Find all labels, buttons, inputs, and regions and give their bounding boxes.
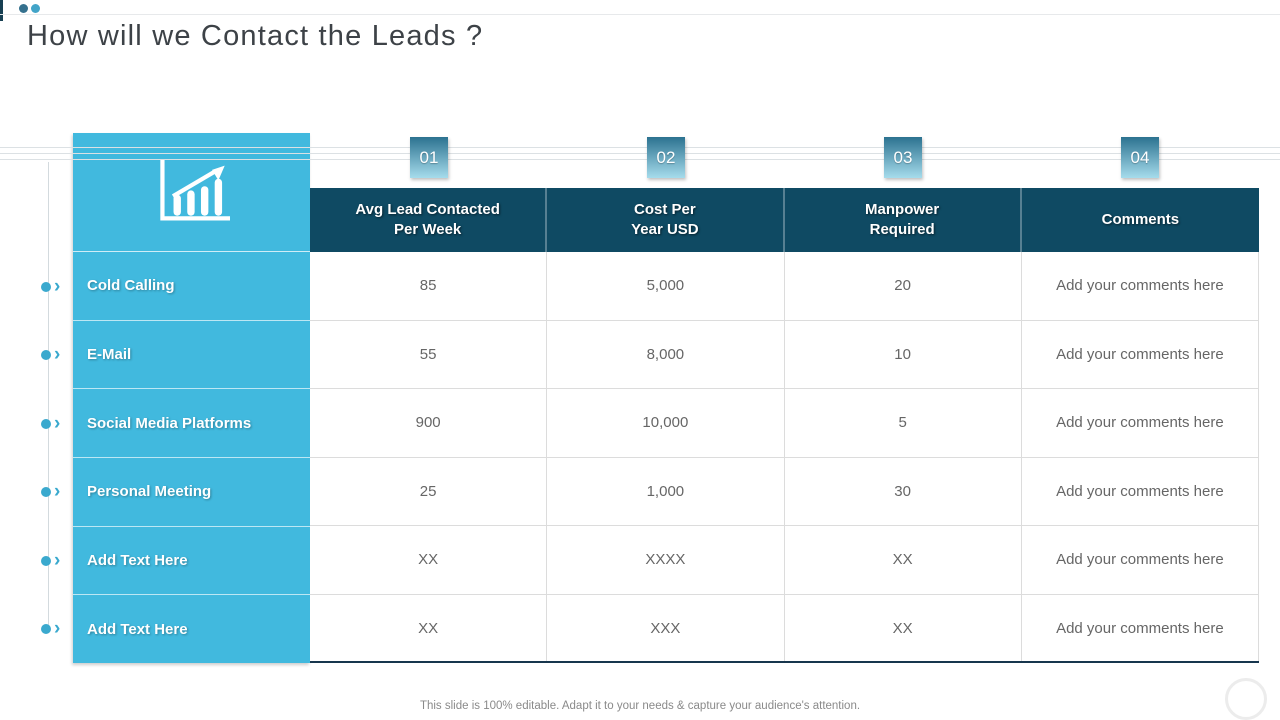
table-cell[interactable]: 5 [784, 389, 1022, 458]
bullet-dot-icon [41, 419, 51, 429]
table-cell[interactable]: XXX [547, 594, 785, 663]
table-cell[interactable]: 20 [784, 252, 1022, 321]
column-header-comments[interactable]: Comments [1021, 188, 1259, 252]
chevron-right-icon: › [54, 344, 61, 365]
table-cell-comments[interactable]: Add your comments here [1021, 320, 1259, 389]
column-number-badge-1[interactable]: 01 [410, 137, 448, 178]
row-bullet: › [41, 414, 71, 434]
row-label-social-media[interactable]: Social Media Platforms [73, 389, 310, 459]
row-label-add-text-1[interactable]: Add Text Here [73, 527, 310, 596]
table-cell[interactable]: 85 [310, 252, 548, 321]
table-cell-comments[interactable]: Add your comments here [1021, 252, 1259, 321]
corner-accent-bar [0, 0, 3, 21]
column-number-badge-2[interactable]: 02 [647, 137, 685, 178]
horizontal-rule [0, 153, 1280, 154]
table-cell[interactable]: 1,000 [547, 457, 785, 526]
table-cell[interactable]: 30 [784, 457, 1022, 526]
row-label-personal-meeting[interactable]: Personal Meeting [73, 458, 310, 527]
column-header-avg-lead[interactable]: Avg Lead Contacted Per Week [310, 188, 548, 252]
table-cell[interactable]: XX [784, 526, 1022, 595]
chevron-right-icon: › [54, 550, 61, 571]
row-bullet: › [41, 619, 71, 639]
table-cell-comments[interactable]: Add your comments here [1021, 594, 1259, 663]
deco-dot-dark [19, 4, 28, 13]
table-cell[interactable]: 5,000 [547, 252, 785, 321]
chevron-right-icon: › [54, 481, 61, 502]
chevron-right-icon: › [54, 413, 61, 434]
column-number-badge-4[interactable]: 04 [1121, 137, 1159, 178]
table-cell[interactable]: 10,000 [547, 389, 785, 458]
table-bottom-border [310, 661, 1259, 663]
row-bullet: › [41, 277, 71, 297]
leads-contact-table: Avg Lead Contacted Per Week Cost Per Yea… [310, 188, 1259, 663]
chevron-right-icon: › [54, 618, 61, 639]
slide-title[interactable]: How will we Contact the Leads ? [27, 20, 484, 52]
column-header-manpower[interactable]: Manpower Required [784, 188, 1022, 252]
row-bullet: › [41, 551, 71, 571]
table-cell[interactable]: XXXX [547, 526, 785, 595]
table-cell[interactable]: XX [784, 594, 1022, 663]
table-cell[interactable]: 10 [784, 320, 1022, 389]
table-cell[interactable]: 25 [310, 457, 548, 526]
row-bullet: › [41, 482, 71, 502]
row-label-column: Cold Calling E-Mail Social Media Platfor… [73, 133, 310, 663]
row-bullet: › [41, 345, 71, 365]
corner-circle-decoration [1225, 678, 1267, 720]
horizontal-rule [0, 159, 1280, 160]
bar-chart-growth-icon [159, 159, 230, 221]
column-number-badge-3[interactable]: 03 [884, 137, 922, 178]
row-label-add-text-2[interactable]: Add Text Here [87, 620, 188, 638]
bullet-connector-line [48, 162, 49, 632]
table-cell[interactable]: XX [310, 594, 548, 663]
column-header-cost[interactable]: Cost Per Year USD [547, 188, 785, 252]
table-cell[interactable]: 55 [310, 320, 548, 389]
bullet-dot-icon [41, 350, 51, 360]
table-cell[interactable]: XX [310, 526, 548, 595]
table-corner-cell [73, 133, 310, 252]
table-cell-comments[interactable]: Add your comments here [1021, 389, 1259, 458]
deco-dot-light [31, 4, 40, 13]
bullet-dot-icon [41, 624, 51, 634]
table-cell-comments[interactable]: Add your comments here [1021, 526, 1259, 595]
bullet-dot-icon [41, 282, 51, 292]
table-cell[interactable]: 900 [310, 389, 548, 458]
editable-note: This slide is 100% editable. Adapt it to… [419, 700, 861, 712]
table-cell-comments[interactable]: Add your comments here [1021, 457, 1259, 526]
table-cell[interactable]: 8,000 [547, 320, 785, 389]
chevron-right-icon: › [54, 276, 61, 297]
bullet-dot-icon [41, 487, 51, 497]
row-label-email[interactable]: E-Mail [73, 321, 310, 390]
row-label-cold-calling[interactable]: Cold Calling [73, 252, 310, 321]
horizontal-rule [0, 147, 1280, 148]
bullet-dot-icon [41, 556, 51, 566]
top-divider-line [0, 14, 1280, 15]
